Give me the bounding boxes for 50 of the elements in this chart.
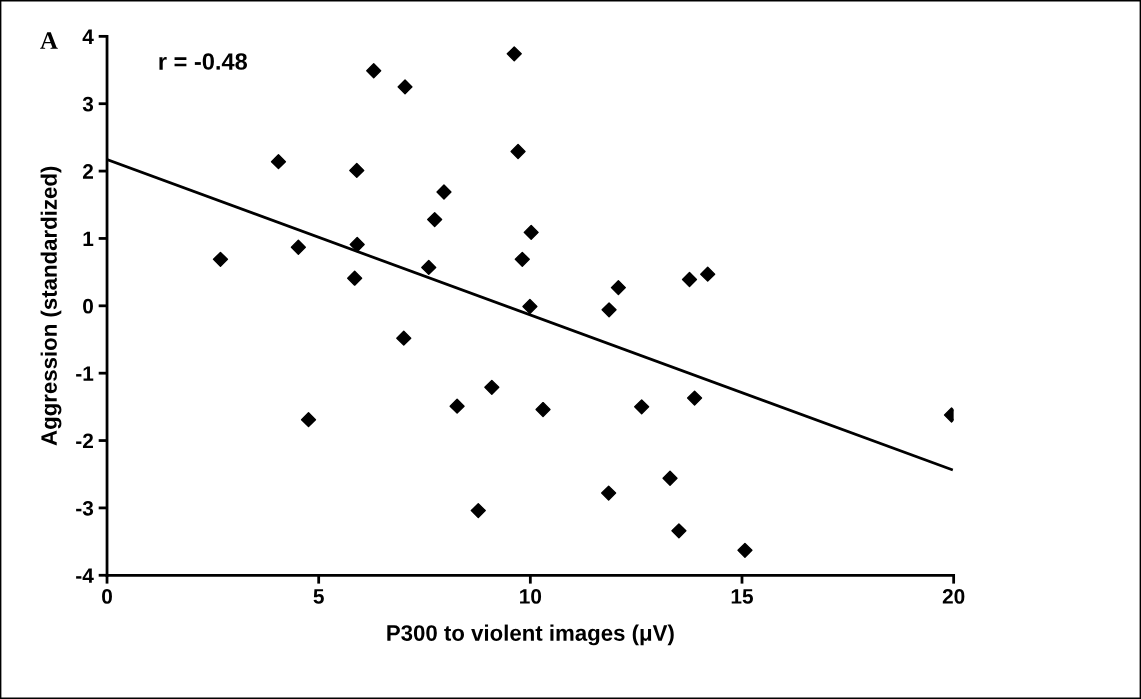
x-tick-label: 15 [731, 589, 753, 604]
point [427, 211, 443, 228]
y-axis-title: Aggression (standardized) [40, 166, 62, 446]
x-tick-label: 10 [520, 589, 542, 604]
x-tick-label: 0 [102, 589, 112, 604]
annotation: r = -0.48 [159, 53, 248, 70]
y-tick-label: 4 [82, 29, 94, 44]
point [300, 412, 317, 428]
y-tick-label: -3 [76, 500, 94, 516]
point [601, 485, 617, 501]
point [470, 502, 486, 519]
y-tick-label: 3 [82, 96, 94, 112]
point [601, 302, 617, 318]
point [347, 270, 363, 286]
point [212, 251, 229, 267]
point [484, 379, 500, 395]
point [737, 542, 753, 558]
y-tick-label: -2 [76, 433, 93, 449]
text: A [40, 32, 58, 49]
point [610, 279, 627, 296]
point [349, 162, 365, 179]
point [290, 239, 307, 255]
point [522, 298, 538, 315]
point [506, 46, 522, 62]
point [449, 398, 465, 414]
x-tick-label: 20 [942, 589, 965, 604]
point [671, 523, 687, 539]
point [514, 251, 530, 267]
point [535, 401, 551, 418]
y-tick-label: 0 [83, 298, 93, 314]
point [270, 154, 287, 170]
point [421, 259, 437, 276]
y-tick-label: 2 [82, 164, 93, 179]
point [681, 271, 698, 288]
y-tick-label: -4 [76, 568, 94, 583]
point [510, 143, 526, 160]
y-tick-label: 1 [83, 231, 94, 246]
y-tick-label: -1 [76, 366, 94, 381]
point [700, 266, 716, 282]
point [523, 224, 539, 241]
point [396, 330, 412, 346]
point [366, 63, 382, 79]
x-axis-title: P300 to violent images (μV) [387, 624, 674, 646]
point [349, 236, 365, 253]
x-tick-label: 5 [313, 589, 324, 604]
point [397, 79, 413, 95]
point [686, 390, 703, 406]
point [436, 184, 452, 200]
point [634, 399, 650, 415]
point [662, 470, 678, 486]
